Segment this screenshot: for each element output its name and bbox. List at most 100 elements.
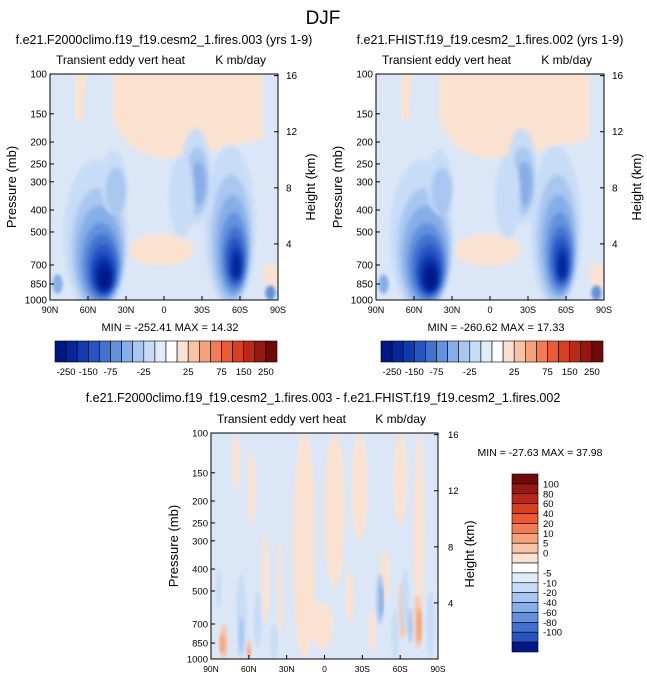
panel-2: f.e21.FHIST.f19_f19.cesm2_1.fires.002 (y… — [330, 33, 644, 334]
colorbar-swatch — [511, 572, 539, 584]
y-tick-label: 250 — [192, 518, 208, 529]
positive-patch-4 — [393, 433, 407, 527]
negative-patch-6 — [401, 569, 409, 631]
colorbar-swatch — [447, 340, 460, 363]
colorbar-swatch — [243, 340, 256, 363]
x-tick-label: 30S — [520, 305, 536, 315]
y-axis-right-label: Height (km) — [462, 520, 477, 587]
field — [216, 433, 435, 659]
colorbar-label: 75 — [542, 367, 553, 378]
y-tick-label: 200 — [356, 138, 373, 149]
y-right-tick-label: 8 — [286, 183, 292, 194]
y-right-tick-label: 12 — [286, 127, 298, 138]
negative-patch-3 — [238, 616, 244, 654]
colorbar-label: 100 — [543, 479, 559, 490]
colorbar-swatch — [54, 340, 67, 363]
right-string: K mb/day — [215, 53, 266, 67]
negative-patch-7 — [407, 608, 413, 644]
colorbar-swatch — [221, 340, 233, 363]
x-tick-label: 0 — [161, 305, 166, 315]
colorbar-label: -75 — [430, 367, 444, 378]
positive-patch-17 — [277, 540, 283, 638]
y-tick-label: 700 — [30, 260, 47, 271]
y-right-tick-label: 8 — [612, 183, 618, 194]
positive-patch-1 — [292, 433, 316, 659]
colorbar-swatch — [458, 340, 471, 363]
stats-label: MIN = -27.63 MAX = 37.98 — [478, 447, 603, 459]
colorbar-label: 80 — [543, 489, 554, 500]
x-tick-label: 60N — [241, 664, 257, 674]
y-tick-label: 200 — [30, 138, 47, 149]
colorbar-label: 250 — [258, 367, 274, 378]
colorbar-label: 20 — [543, 519, 554, 530]
colorbar-swatch — [480, 340, 493, 363]
left-string: Transient eddy vert heat — [382, 53, 512, 67]
positive-region-tropics — [128, 233, 195, 266]
colorbar-swatch — [511, 503, 539, 514]
panel-3-difference: f.e21.F2000climo.f19_f19.cesm2_1.fires.0… — [86, 391, 603, 674]
colorbar-swatch — [511, 592, 539, 603]
negative-patch-8 — [391, 608, 399, 659]
x-tick-label: 90S — [596, 305, 612, 315]
positive-region-pole — [262, 264, 278, 290]
field — [52, 74, 278, 300]
colorbar-label: -25 — [137, 367, 151, 378]
negative-patch-10 — [426, 590, 435, 659]
positive-patch-18 — [368, 608, 377, 654]
x-tick-label: 30S — [355, 664, 370, 674]
y-tick-label: 250 — [30, 159, 47, 170]
stats-label: MIN = -260.62 MAX = 17.33 — [428, 322, 565, 334]
colorbar-swatch — [591, 340, 604, 363]
panel-1: f.e21.F2000climo.f19_f19.cesm2_1.fires.0… — [4, 33, 318, 334]
colorbar-label: 150 — [562, 367, 578, 378]
positive-patch-19 — [345, 569, 354, 624]
y-tick-label: 100 — [356, 70, 373, 81]
y-tick-label: 400 — [192, 565, 208, 576]
colorbar-label: -250 — [383, 367, 402, 378]
colorbar-label: 250 — [584, 367, 600, 378]
panel-title: f.e21.F2000climo.f19_f19.cesm2_1.fires.0… — [86, 391, 561, 405]
colorbar-left: -250 -150 -75 -25 25 75 150 250 — [54, 340, 278, 378]
y-tick-label: 700 — [192, 619, 208, 630]
nh-upper-tail-2 — [105, 167, 126, 215]
colorbar-swatch — [413, 340, 426, 363]
y-right-tick-label: 8 — [448, 542, 453, 553]
y-right-tick-label: 16 — [612, 71, 624, 82]
x-tick-label: 60S — [558, 305, 574, 315]
colorbar-label: 25 — [509, 367, 520, 378]
field — [378, 74, 604, 300]
figure-title: DJF — [306, 8, 341, 29]
colorbar-swatch — [402, 340, 415, 363]
y-tick-label: 500 — [30, 227, 47, 238]
colorbar-swatch — [511, 552, 539, 564]
colorbar-label: 150 — [236, 367, 252, 378]
colorbar-label: -100 — [543, 628, 562, 639]
x-tick-label: 60S — [232, 305, 248, 315]
colorbar-label: 10 — [543, 529, 554, 540]
y-tick-label: 150 — [192, 468, 208, 479]
colorbar-swatch — [76, 340, 89, 363]
x-tick-label: 30N — [118, 305, 135, 315]
y-right-tick-label: 12 — [612, 127, 624, 138]
colorbar-swatch — [154, 340, 167, 363]
y-tick-label: 100 — [30, 70, 47, 81]
colorbar-swatch — [65, 340, 78, 363]
nh-polar-patch — [52, 274, 63, 294]
positive-region-upper — [439, 74, 589, 159]
right-string: K mb/day — [375, 412, 426, 426]
panel-title: f.e21.FHIST.f19_f19.cesm2_1.fires.002 (y… — [357, 33, 624, 47]
colorbar-swatch — [391, 340, 404, 363]
colorbar-swatch — [511, 582, 539, 593]
colorbar-label: -60 — [543, 608, 557, 619]
y-tick-label: 400 — [30, 206, 47, 217]
right-string: K mb/day — [541, 53, 592, 67]
nh-contour-9 — [99, 268, 110, 288]
y-right-tick-label: 16 — [448, 430, 459, 441]
sh-tail — [495, 155, 521, 238]
colorbar-swatch — [524, 340, 537, 363]
y-tick-label: 1000 — [351, 296, 374, 307]
positive-patch-12 — [416, 608, 422, 644]
x-tick-label: 30N — [279, 664, 295, 674]
